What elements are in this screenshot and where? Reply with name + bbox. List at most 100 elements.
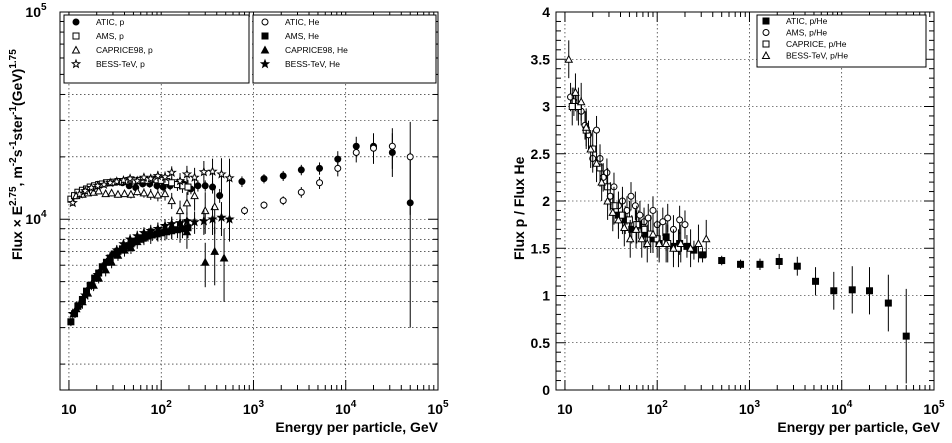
data-point [207, 166, 218, 176]
data-point [200, 257, 210, 266]
data-point [279, 172, 287, 180]
data-point [219, 253, 229, 262]
legend-marker [261, 18, 269, 26]
legend-label: CAPRICE98, He [285, 45, 348, 55]
legend-label: AMS, p/He [786, 28, 827, 38]
data-point [105, 251, 116, 262]
data-point [701, 234, 711, 243]
data-point [627, 192, 635, 200]
data-point [159, 220, 171, 231]
data-point [593, 126, 601, 134]
x-tick-label: 10 [61, 401, 77, 417]
data-point [175, 206, 185, 215]
x-tick-label: 104 [831, 399, 853, 417]
data-point [664, 214, 672, 222]
data-point [830, 287, 838, 295]
data-point [207, 213, 218, 224]
data-point [153, 190, 163, 199]
data-point [107, 188, 116, 197]
data-point [216, 192, 224, 200]
data-point [200, 206, 210, 215]
data-point [145, 225, 156, 236]
data-point [297, 166, 305, 174]
left-flux-chart: 10 102 103 104 105 104 105 Energy per particle… [8, 2, 449, 435]
data-point [637, 234, 647, 243]
x-tick-label: 103 [739, 399, 761, 417]
data-point [625, 216, 633, 224]
data-point [105, 177, 116, 188]
series-bess-tev-he [67, 201, 235, 320]
legend-label: BESS-TeV, p/He [786, 51, 848, 61]
data-point [216, 168, 227, 179]
data-point [614, 215, 623, 224]
data-point [107, 257, 116, 266]
data-point [793, 262, 801, 270]
legend-label: AMS, He [285, 31, 319, 41]
legend-marker [72, 18, 80, 26]
x-tick-label: 105 [427, 399, 449, 417]
data-point [198, 215, 210, 226]
data-point [201, 182, 209, 190]
data-point [676, 216, 684, 224]
legend-label: ATIC, p [96, 17, 124, 27]
data-point [132, 175, 143, 186]
data-point [775, 257, 783, 265]
data-point [564, 54, 574, 63]
data-point [631, 202, 639, 210]
data-point [737, 260, 745, 268]
series-bess-tev-p [67, 158, 235, 208]
legend-label: BESS-TeV, p [96, 59, 145, 69]
data-point [74, 188, 85, 199]
right-x-axis-title: Energy per particle, GeV [777, 419, 940, 435]
data-point [132, 187, 142, 196]
data-point [669, 243, 678, 252]
x-tick-label: 104 [335, 399, 357, 417]
legend-marker [762, 29, 770, 36]
data-point [159, 171, 171, 182]
legend-marker [71, 45, 81, 54]
legend-box-left [63, 14, 250, 84]
data-point [597, 177, 606, 186]
data-point [610, 202, 618, 210]
legend-marker [761, 50, 771, 59]
y-tick-label: 4 [542, 4, 550, 20]
data-point [111, 244, 122, 255]
data-point [661, 238, 671, 248]
data-point [152, 170, 164, 181]
data-point [80, 185, 91, 196]
data-point [644, 214, 652, 222]
data-point [279, 197, 287, 205]
legend-label: AMS, p [96, 31, 124, 41]
y-tick-label: 2 [542, 193, 550, 209]
x-tick-label: 105 [923, 399, 945, 417]
legend-marker [261, 32, 269, 40]
x-tick-label: 10 [557, 401, 573, 417]
data-point [216, 212, 227, 222]
data-point [113, 189, 123, 198]
data-point [618, 211, 626, 219]
x-tick-label: 102 [647, 399, 669, 417]
data-point [756, 260, 764, 268]
data-point [581, 122, 591, 131]
data-point [608, 207, 618, 216]
data-point [866, 287, 874, 295]
legend-marker [259, 58, 271, 69]
data-point [126, 243, 136, 252]
legend-label: CAPRICE98, p [96, 45, 153, 55]
data-point [92, 269, 103, 280]
y-tick-label: 3 [542, 99, 550, 115]
data-point [111, 176, 122, 186]
data-point [718, 257, 726, 265]
data-point [603, 196, 612, 205]
legend-marker [762, 17, 770, 25]
series-caprice98-p [71, 182, 220, 234]
series-ams-he [67, 218, 192, 327]
data-point [132, 230, 143, 241]
data-point [603, 169, 611, 177]
data-point [238, 178, 246, 186]
data-point [586, 144, 595, 153]
y-tick-label: 104 [25, 209, 47, 227]
right-y-axis-title: Flux p / Flux He [511, 156, 527, 260]
data-point [619, 222, 629, 231]
left-legend: ATIC, p AMS, p CAPRICE98, p BESS-TeV, p ATIC… [63, 14, 437, 84]
